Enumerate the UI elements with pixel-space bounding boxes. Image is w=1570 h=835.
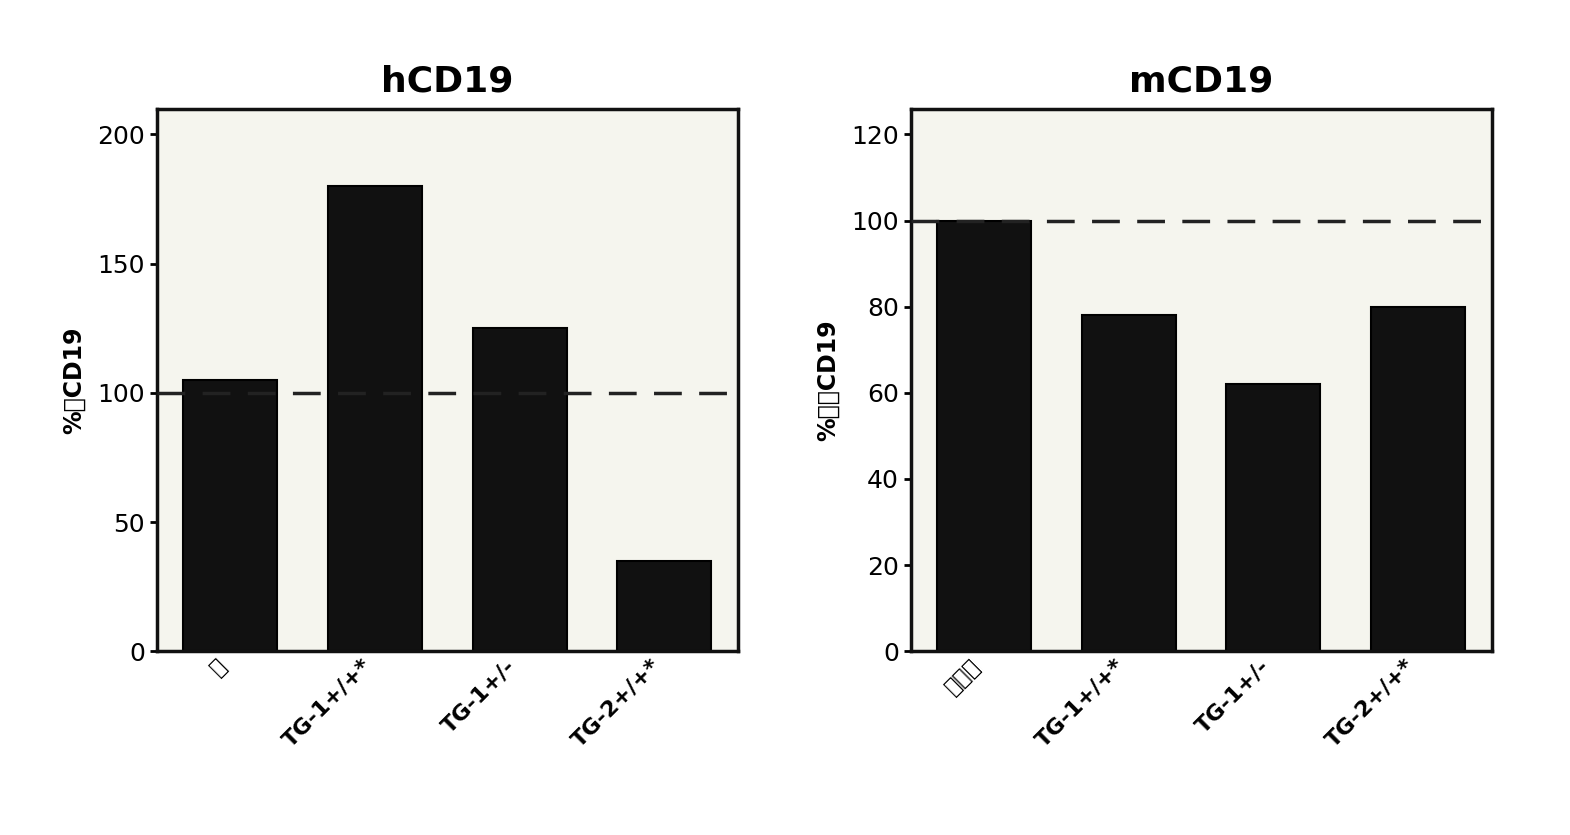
Bar: [937, 220, 1031, 651]
Bar: [1082, 316, 1176, 651]
Bar: [617, 561, 711, 651]
Bar: [1371, 306, 1465, 651]
Bar: [184, 380, 278, 651]
Title: hCD19: hCD19: [382, 65, 513, 99]
Title: mCD19: mCD19: [1129, 65, 1273, 99]
Y-axis label: %人CD19: %人CD19: [63, 326, 86, 433]
Y-axis label: %小鼠CD19: %小鼠CD19: [816, 319, 840, 441]
Bar: [1226, 384, 1320, 651]
Bar: [473, 328, 567, 651]
Bar: [328, 186, 422, 651]
